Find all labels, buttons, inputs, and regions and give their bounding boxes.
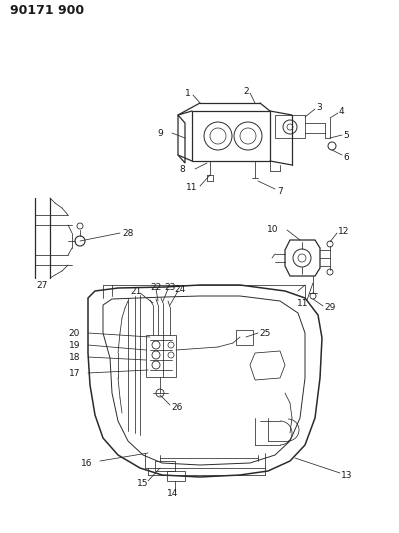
Text: 11: 11: [186, 183, 198, 192]
Text: 6: 6: [343, 152, 349, 161]
Text: 17: 17: [69, 368, 80, 377]
Text: 2: 2: [243, 86, 249, 95]
Text: 4: 4: [339, 108, 345, 117]
Text: 16: 16: [81, 458, 92, 467]
Text: 12: 12: [338, 228, 350, 237]
Text: 13: 13: [341, 471, 352, 480]
Text: 10: 10: [267, 224, 278, 233]
Text: 25: 25: [259, 328, 271, 337]
Text: 23: 23: [164, 282, 176, 292]
Text: 18: 18: [69, 352, 80, 361]
Text: 9: 9: [157, 128, 163, 138]
Text: 14: 14: [167, 489, 179, 497]
Text: 27: 27: [36, 281, 48, 290]
Text: 15: 15: [137, 479, 149, 488]
Text: 26: 26: [171, 402, 182, 411]
Text: 8: 8: [179, 166, 185, 174]
Text: 11: 11: [297, 300, 309, 309]
Text: 7: 7: [277, 187, 283, 196]
Text: 28: 28: [122, 229, 133, 238]
Text: 1: 1: [185, 88, 191, 98]
Text: 29: 29: [324, 303, 336, 311]
Text: 20: 20: [69, 328, 80, 337]
Text: 90171 900: 90171 900: [10, 4, 84, 17]
Text: 19: 19: [69, 341, 80, 350]
Text: 24: 24: [174, 285, 186, 294]
Text: 22: 22: [150, 282, 162, 292]
Text: 21: 21: [130, 287, 142, 296]
Text: 5: 5: [343, 131, 349, 140]
Text: 3: 3: [316, 103, 322, 112]
